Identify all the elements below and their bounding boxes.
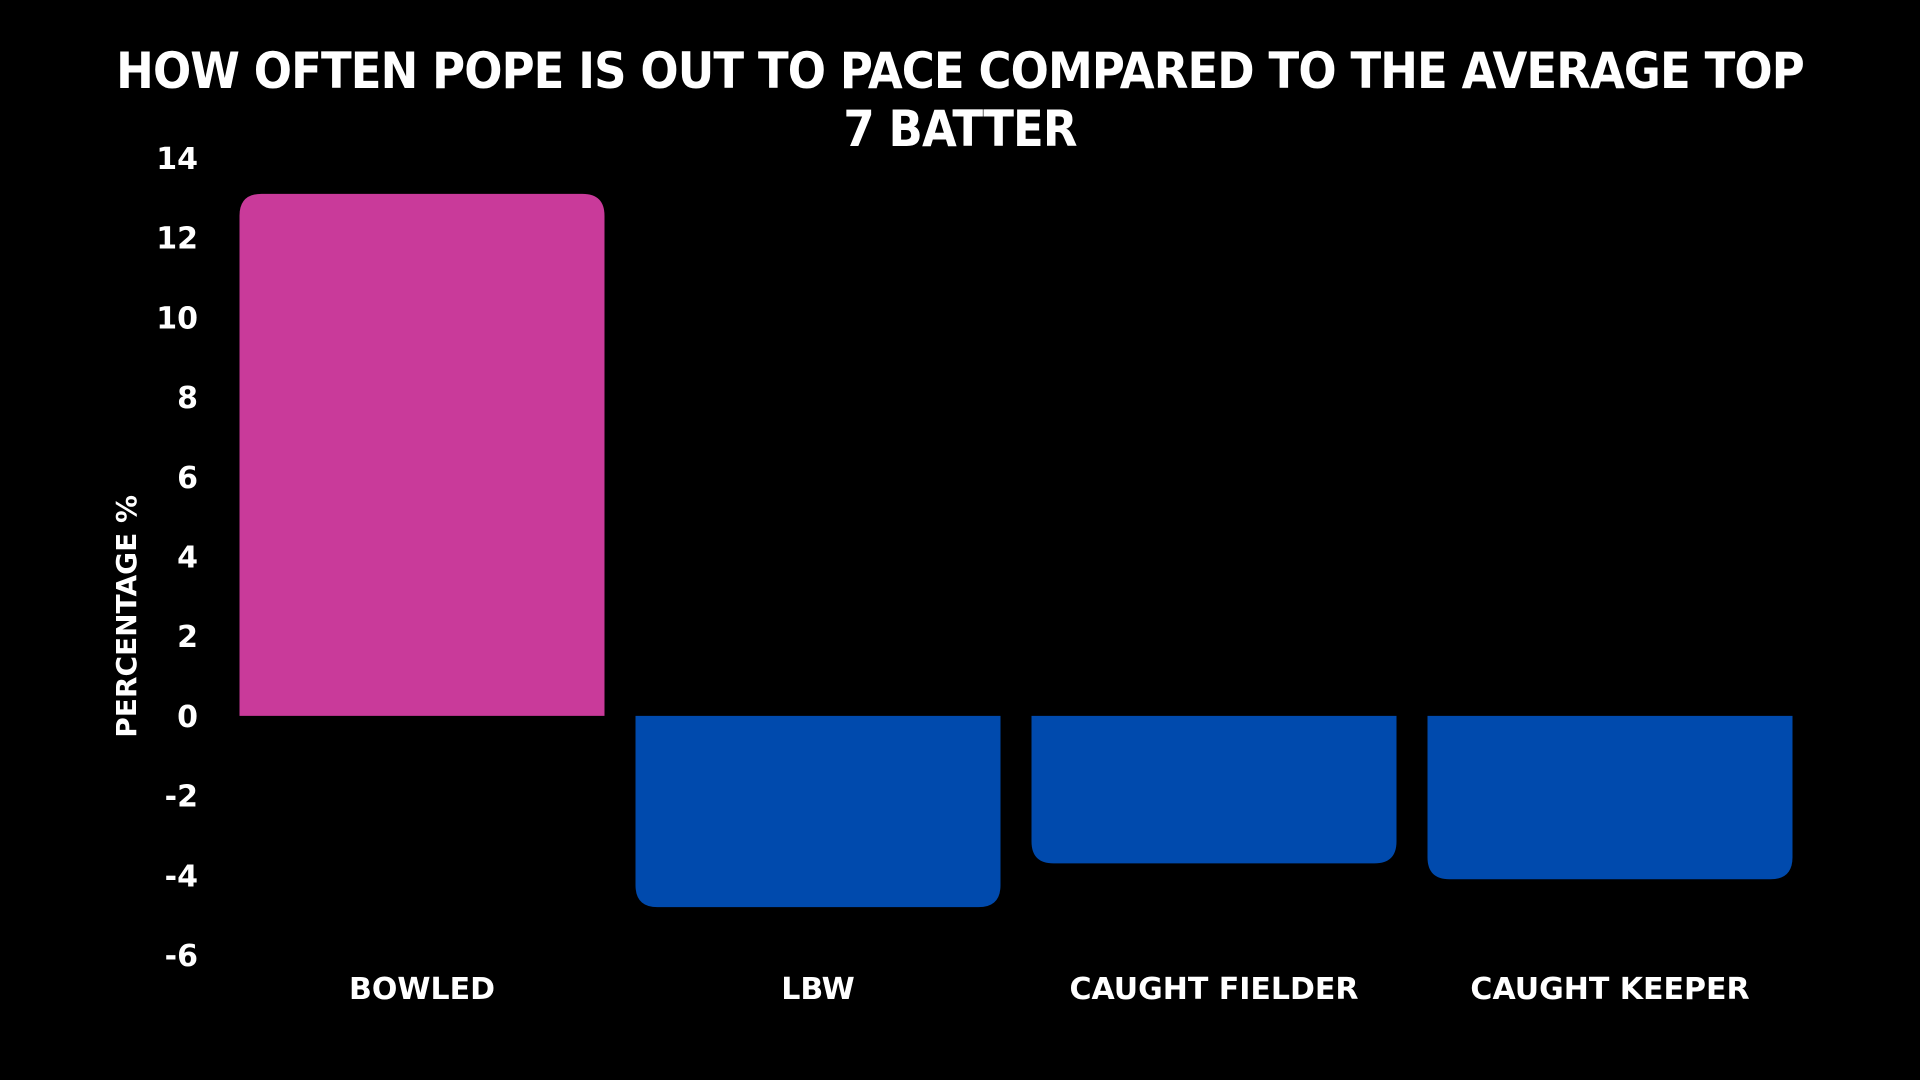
- y-tick-label: 10: [156, 301, 198, 336]
- y-tick-label: -2: [165, 780, 198, 815]
- y-tick-label: 2: [177, 620, 198, 655]
- y-tick-label: 14: [156, 142, 198, 177]
- x-tick-label: CAUGHT KEEPER: [1470, 972, 1749, 1007]
- bar-caught-fielder: [1031, 715, 1397, 864]
- bar-bowled: [239, 193, 605, 716]
- y-tick-label: -4: [165, 859, 198, 894]
- y-axis-label: PERCENTAGE %: [110, 495, 143, 738]
- chart-title: HOW OFTEN POPE IS OUT TO PACE COMPARED T…: [116, 42, 1805, 158]
- bar-lbw: [635, 715, 1001, 908]
- x-axis-labels: BOWLED LBW CAUGHT FIELDER CAUGHT KEEPER: [349, 972, 1750, 1007]
- y-tick-label: 6: [177, 461, 198, 496]
- x-tick-label: BOWLED: [349, 972, 495, 1007]
- y-tick-label: -6: [165, 939, 198, 974]
- x-tick-label: CAUGHT FIELDER: [1069, 972, 1358, 1007]
- bars: [239, 193, 1793, 908]
- bar-caught-keeper: [1427, 715, 1793, 880]
- y-axis-ticks: 14 12 10 8 6 4 2 0 -2 -4 -6: [156, 142, 198, 974]
- y-tick-label: 8: [177, 381, 198, 416]
- y-tick-label: 4: [177, 541, 198, 576]
- y-tick-label: 12: [156, 222, 198, 257]
- y-tick-label: 0: [177, 700, 198, 735]
- x-tick-label: LBW: [781, 972, 854, 1007]
